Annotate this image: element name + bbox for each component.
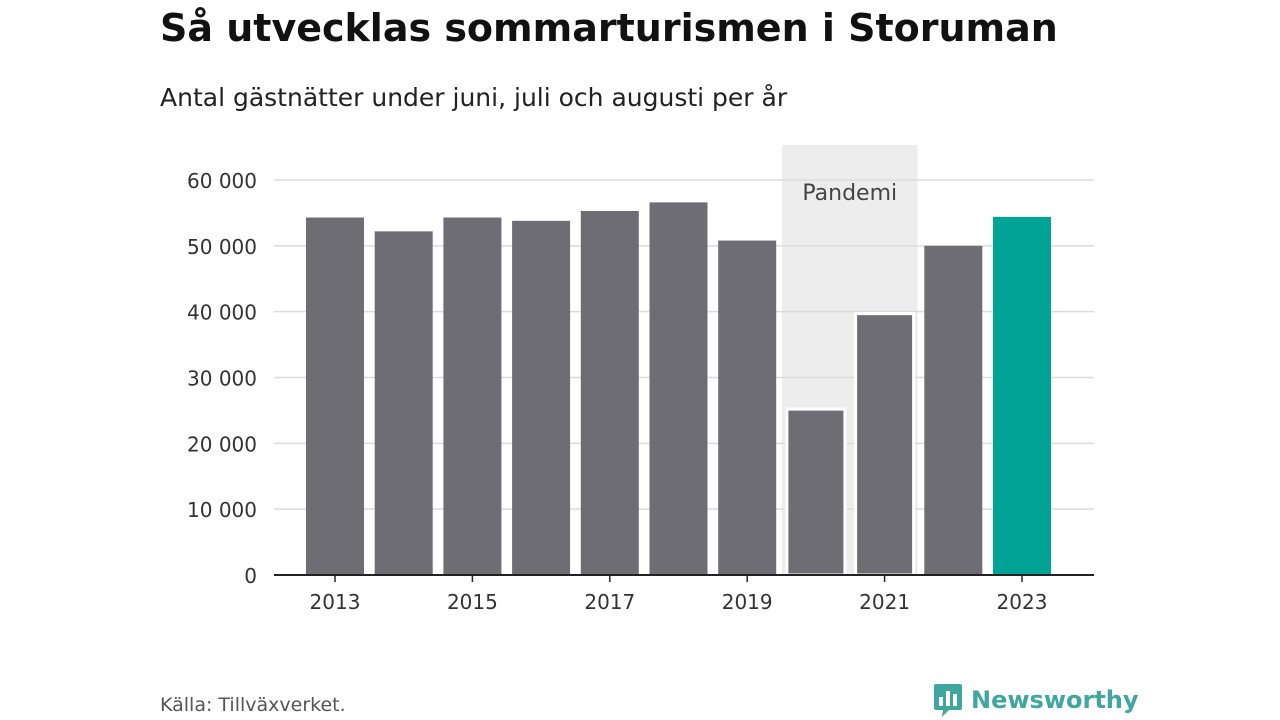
bar-2016 (512, 220, 571, 576)
bar-2017 (580, 210, 639, 576)
bar-2015 (443, 217, 502, 575)
bar-2022 (924, 245, 983, 576)
x-tick-label: 2017 (584, 590, 635, 614)
x-tick-label: 2013 (310, 590, 361, 614)
brand-name: Newsworthy (971, 686, 1139, 714)
y-tick-label: 30 000 (187, 367, 257, 391)
chart-title: Så utvecklas sommarturismen i Storuman (160, 6, 1058, 50)
x-tick-label: 2019 (722, 590, 773, 614)
source-note: Källa: Tillväxverket. (160, 694, 346, 716)
y-tick-label: 60 000 (187, 169, 257, 193)
bar-2023 (993, 216, 1051, 575)
y-tick-label: 0 (244, 564, 257, 588)
y-tick-label: 20 000 (187, 432, 257, 456)
y-tick-label: 50 000 (187, 235, 257, 259)
bar-2014 (374, 231, 433, 575)
newsworthy-logo-icon (934, 684, 962, 717)
y-tick-label: 10 000 (187, 498, 257, 522)
bar-2018 (649, 202, 708, 575)
brand-logo: Newsworthy (933, 682, 1139, 718)
bar-2013 (306, 217, 364, 575)
chart-subtitle: Antal gästnätter under juni, juli och au… (160, 83, 788, 112)
x-tick-label: 2021 (859, 590, 910, 614)
pandemic-label: Pandemi (802, 181, 897, 206)
x-tick-label: 2023 (997, 590, 1048, 614)
bar-2021 (854, 312, 916, 577)
bar-2020 (785, 407, 847, 577)
y-tick-label: 40 000 (187, 301, 257, 325)
x-tick-label: 2015 (447, 590, 498, 614)
bar-2019 (718, 240, 777, 576)
